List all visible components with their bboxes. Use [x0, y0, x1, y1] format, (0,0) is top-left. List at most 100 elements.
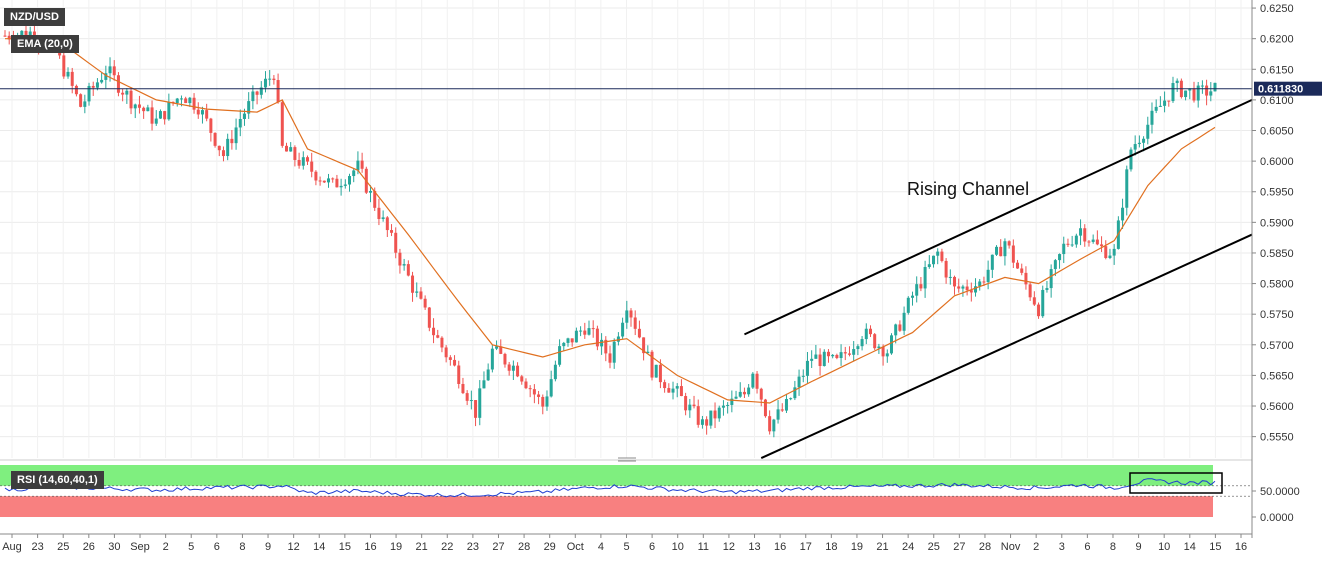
- candle-body: [776, 409, 780, 420]
- candle-body: [369, 190, 373, 193]
- candle-body: [104, 73, 108, 80]
- candle-body: [70, 71, 74, 86]
- candle-body: [734, 396, 738, 399]
- candle-body: [507, 364, 511, 371]
- candle-body: [486, 369, 490, 381]
- candle-body: [906, 297, 910, 313]
- candle-body: [579, 330, 583, 332]
- candle-body: [116, 75, 120, 93]
- candle-body: [1007, 241, 1011, 246]
- candle-body: [654, 364, 658, 378]
- candle-body: [373, 190, 377, 208]
- candle-body: [965, 286, 969, 291]
- candle-body: [419, 291, 423, 299]
- candle-body: [293, 147, 297, 160]
- candle-body: [721, 405, 725, 408]
- candle-body: [528, 388, 532, 390]
- x-tick-label: 6: [214, 541, 220, 553]
- candle-body: [768, 416, 772, 432]
- candle-body: [978, 281, 982, 287]
- candle-body: [646, 351, 650, 354]
- candle-body: [213, 132, 217, 146]
- candle-body: [179, 98, 183, 100]
- rsi-oversold-band: [0, 496, 1213, 517]
- x-tick-label: 22: [441, 541, 453, 553]
- candle-body: [490, 348, 494, 370]
- candle-body: [936, 251, 940, 256]
- candle-body: [759, 388, 763, 400]
- candle-body: [121, 92, 125, 95]
- x-tick-label: 21: [416, 541, 428, 553]
- candle-body: [133, 104, 137, 109]
- candle-body: [658, 364, 662, 383]
- candle-body: [1108, 255, 1112, 258]
- candle-body: [1150, 110, 1154, 125]
- candle-body: [1200, 85, 1204, 87]
- candle-body: [566, 338, 570, 343]
- candle-body: [957, 286, 961, 289]
- y-tick-label: 0.6250: [1260, 3, 1294, 15]
- candle-body: [763, 399, 767, 417]
- x-tick-label: 14: [313, 541, 325, 553]
- candle-body: [390, 230, 394, 233]
- candle-body: [877, 346, 881, 349]
- candle-body: [826, 351, 830, 357]
- candle-body: [196, 109, 200, 115]
- candle-body: [541, 396, 545, 407]
- candle-body: [629, 310, 633, 318]
- channel-upper-line: [744, 98, 1253, 336]
- x-tick-label: 12: [288, 541, 300, 553]
- candle-body: [423, 298, 427, 308]
- x-tick-label: 8: [239, 541, 245, 553]
- candle-body: [780, 409, 784, 411]
- y-tick-label: 0.6200: [1260, 34, 1294, 46]
- x-tick-label: 18: [825, 541, 837, 553]
- x-tick-label: 5: [623, 541, 629, 553]
- rsi-y-tick-label: 50.0000: [1260, 486, 1300, 498]
- x-tick-label: 2: [1033, 541, 1039, 553]
- candle-body: [1066, 243, 1070, 245]
- candle-body: [360, 160, 364, 169]
- candle-body: [234, 127, 238, 144]
- candle-body: [587, 328, 591, 335]
- candle-body: [272, 78, 276, 81]
- candle-body: [314, 171, 318, 181]
- candle-body: [591, 328, 595, 330]
- candle-body: [810, 358, 814, 361]
- x-tick-label: 6: [649, 541, 655, 553]
- y-tick-label: 0.6000: [1260, 156, 1294, 168]
- candle-body: [394, 232, 398, 253]
- candle-body: [511, 365, 515, 371]
- candle-body: [1192, 88, 1196, 101]
- candle-body: [448, 357, 452, 360]
- candle-body: [537, 394, 541, 397]
- candle-body: [902, 312, 906, 331]
- x-tick-label: 6: [1084, 541, 1090, 553]
- x-tick-label: 26: [83, 541, 95, 553]
- ema-legend-text: EMA (20,0): [17, 38, 73, 50]
- candle-body: [461, 383, 465, 394]
- x-tick-label: 21: [876, 541, 888, 553]
- candle-body: [642, 337, 646, 354]
- candle-body: [679, 386, 683, 397]
- candle-body: [95, 82, 99, 88]
- candle-body: [1083, 228, 1087, 242]
- candle-body: [297, 159, 301, 166]
- y-tick-label: 0.5700: [1260, 340, 1294, 352]
- candle-body: [1041, 289, 1045, 317]
- candle-body: [478, 388, 482, 418]
- candle-body: [1167, 100, 1171, 102]
- x-tick-label: 19: [390, 541, 402, 553]
- candle-body: [503, 353, 507, 365]
- candle-body: [112, 66, 116, 76]
- candle-body: [432, 327, 436, 336]
- candle-body: [524, 381, 528, 389]
- candle-body: [730, 398, 734, 405]
- candle-body: [79, 94, 83, 107]
- candle-body: [457, 365, 461, 384]
- x-tick-label: Oct: [567, 541, 584, 553]
- candle-body: [667, 388, 671, 393]
- candle-body: [108, 66, 112, 74]
- y-tick-label: 0.6150: [1260, 64, 1294, 76]
